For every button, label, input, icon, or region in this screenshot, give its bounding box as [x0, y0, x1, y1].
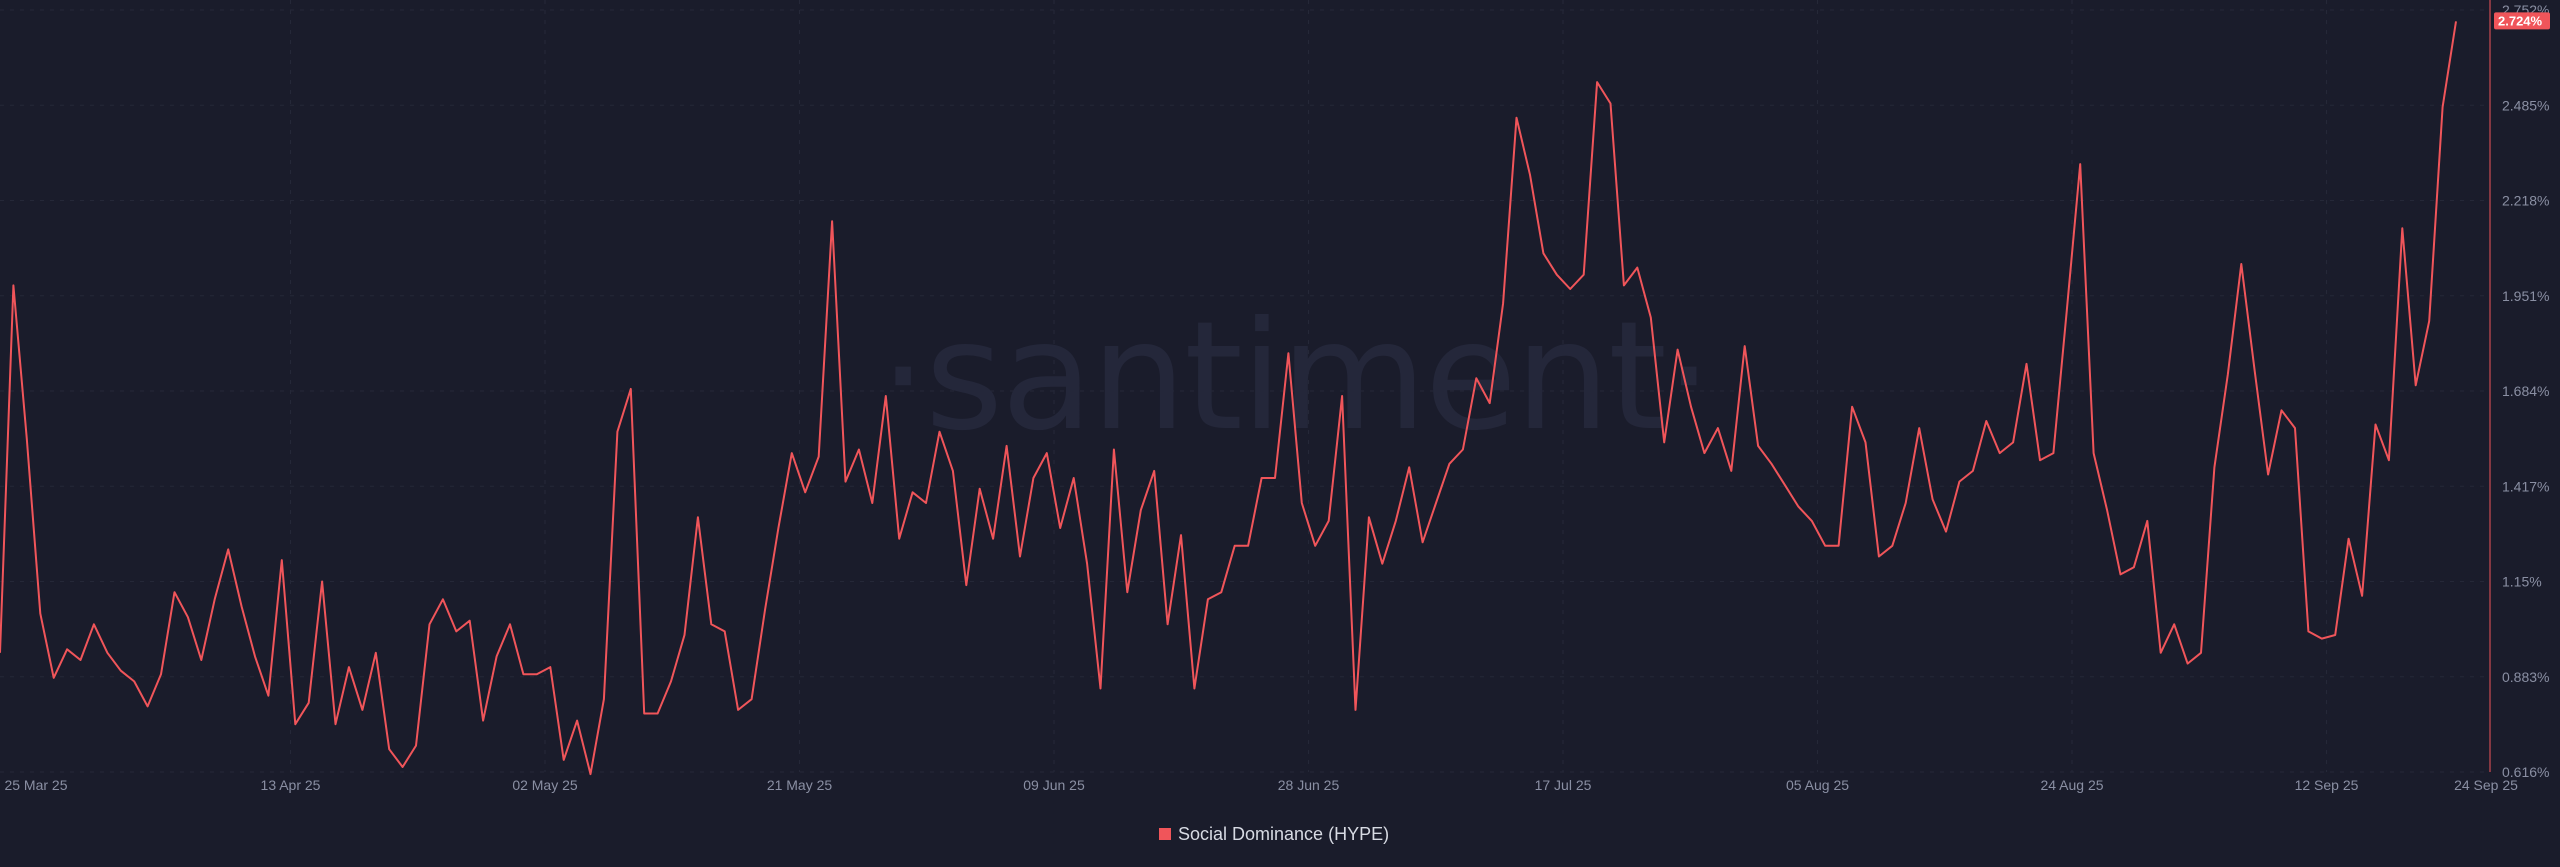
series-line	[0, 21, 2457, 776]
y-tick-labels: 0.616% 0.883% 1.15% 1.417% 1.684% 1.951% 2.218…	[2502, 2, 2549, 780]
y-tick-label: 0.616%	[2502, 764, 2549, 780]
x-tick-label: 05 Aug 25	[1786, 777, 1849, 793]
x-tick-label: 02 May 25	[512, 777, 578, 793]
y-tick-label: 1.15%	[2502, 574, 2542, 590]
x-tick-label: 24 Aug 25	[2040, 777, 2103, 793]
last-value-label: 2.724%	[2498, 13, 2543, 28]
x-tick-label: 21 May 25	[767, 777, 833, 793]
x-tick-label: 25 Mar 25	[4, 777, 67, 793]
y-tick-label: 1.684%	[2502, 383, 2549, 399]
y-tick-label: 1.417%	[2502, 478, 2549, 494]
x-tick-label: 13 Apr 25	[261, 777, 321, 793]
legend-label: Social Dominance (HYPE)	[1178, 824, 1389, 844]
y-tick-label: 2.485%	[2502, 97, 2549, 113]
last-value-badge-bg	[2494, 12, 2550, 30]
y-tick-label: 0.883%	[2502, 669, 2549, 685]
x-tick-label: 24 Sep 25	[2454, 777, 2518, 793]
x-grid-lines	[290, 0, 2327, 772]
x-tick-label: 09 Jun 25	[1023, 777, 1085, 793]
x-tick-label: 17 Jul 25	[1535, 777, 1592, 793]
x-tick-label: 28 Jun 25	[1278, 777, 1340, 793]
x-tick-label: 12 Sep 25	[2295, 777, 2359, 793]
y-tick-label: 2.218%	[2502, 193, 2549, 209]
legend-swatch	[1159, 828, 1171, 840]
x-tick-labels: 25 Mar 25 13 Apr 25 02 May 25 21 May 25 09 J…	[4, 777, 2518, 793]
y-tick-label: 1.951%	[2502, 288, 2549, 304]
legend[interactable]: Social Dominance (HYPE)	[1159, 824, 1389, 844]
last-value-badge: 2.724%	[2494, 12, 2550, 30]
